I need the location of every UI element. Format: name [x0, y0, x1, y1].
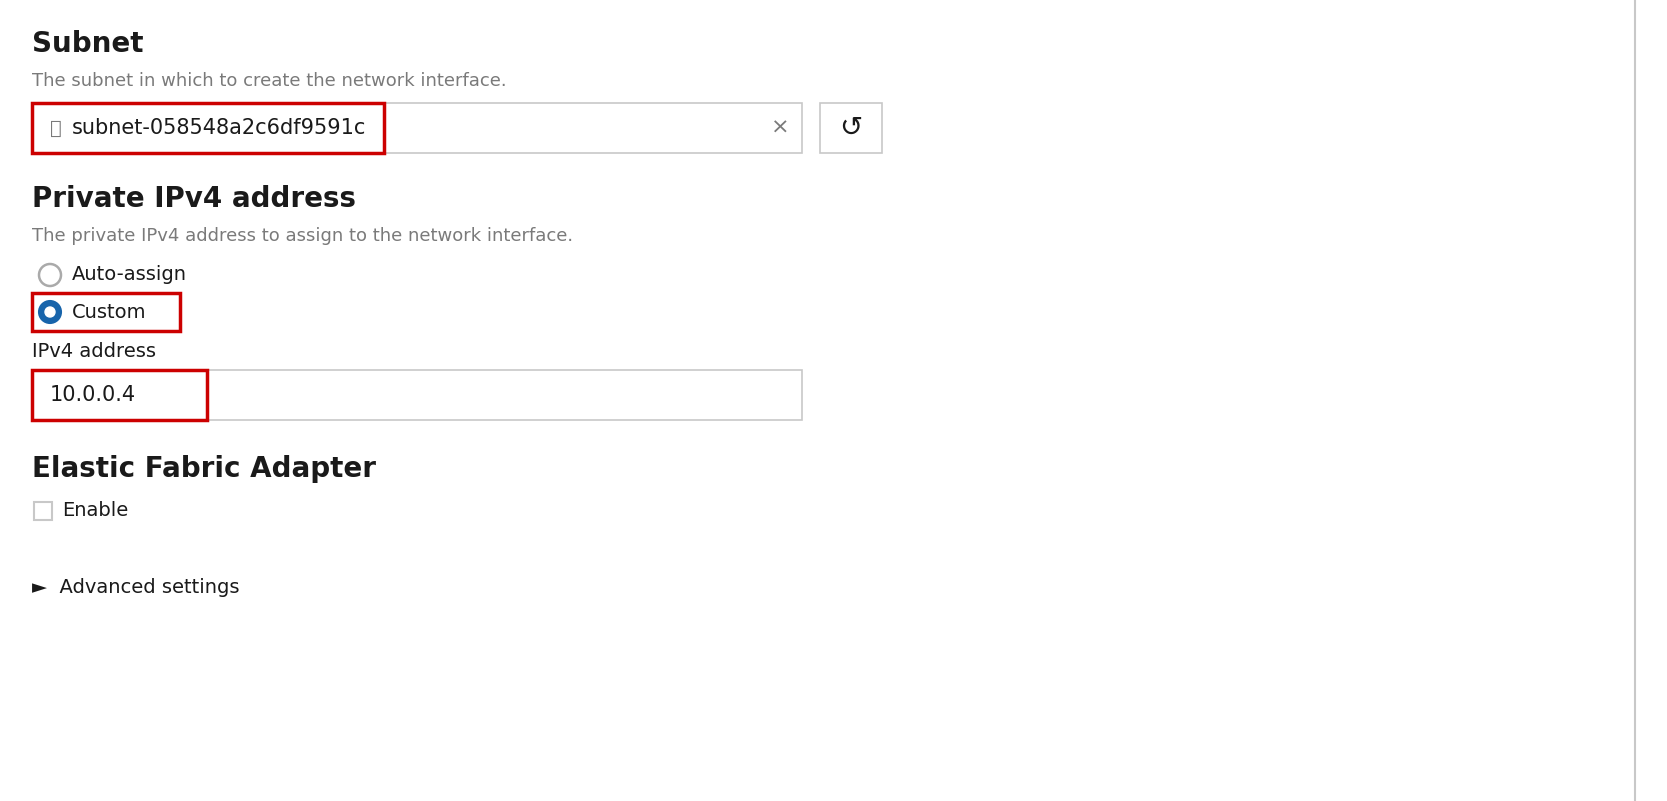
Circle shape	[45, 307, 55, 317]
Text: ×: ×	[770, 118, 788, 138]
Text: ►  Advanced settings: ► Advanced settings	[32, 578, 240, 597]
Text: Private IPv4 address: Private IPv4 address	[32, 185, 357, 213]
Bar	[32, 293, 180, 331]
Circle shape	[38, 301, 62, 323]
Bar	[32, 370, 207, 420]
Bar	[32, 370, 802, 420]
Text: ↺: ↺	[840, 114, 862, 142]
Text: ⌕: ⌕	[50, 119, 62, 138]
Bar	[820, 103, 882, 153]
Text: 10.0.0.4: 10.0.0.4	[50, 385, 137, 405]
Bar	[33, 502, 52, 520]
Bar	[32, 103, 383, 153]
Text: Auto-assign: Auto-assign	[72, 265, 187, 284]
Text: The subnet in which to create the network interface.: The subnet in which to create the networ…	[32, 72, 507, 90]
Bar	[32, 103, 802, 153]
Text: The private IPv4 address to assign to the network interface.: The private IPv4 address to assign to th…	[32, 227, 573, 245]
Text: subnet-058548a2c6df9591c: subnet-058548a2c6df9591c	[72, 118, 367, 138]
Text: Custom: Custom	[72, 303, 147, 321]
Text: Subnet: Subnet	[32, 30, 143, 58]
Text: Enable: Enable	[62, 501, 128, 521]
Text: IPv4 address: IPv4 address	[32, 342, 157, 361]
Text: Elastic Fabric Adapter: Elastic Fabric Adapter	[32, 455, 377, 483]
